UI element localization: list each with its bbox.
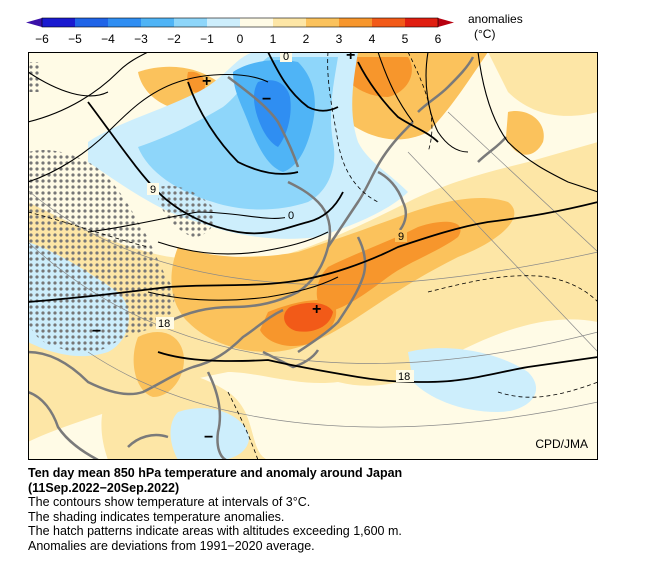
caption-line-hatch: The hatch patterns indicate areas with a… — [28, 524, 402, 538]
colorbar-label-unit: (°C) — [474, 27, 496, 41]
caption-title: Ten day mean 850 hPa temperature and ano… — [28, 466, 403, 480]
temperature-anomaly-map: 0 9 0 9 18 18 + — [28, 52, 598, 460]
colorbar-outline — [41, 17, 439, 28]
colorbar-segments — [26, 17, 454, 28]
contour-label-9-west: 9 — [147, 183, 159, 196]
colorbar-label-anomalies: anomalies — [468, 12, 523, 26]
caption-line-contours: The contours show temperature at interva… — [28, 495, 311, 509]
colorbar-tick-label: 4 — [369, 32, 376, 46]
anomaly-shade-minus1c-se — [408, 348, 537, 412]
anomaly-shade-4c — [284, 302, 333, 332]
low-marker: − — [92, 323, 101, 340]
graticule — [28, 111, 598, 428]
colorbar-tick-label: −1 — [200, 32, 214, 46]
colorbar-segment — [339, 18, 373, 27]
anomaly-colorbar: −6 −5 −4 −3 −2 −1 0 1 2 3 4 5 6 — [26, 17, 454, 46]
anomaly-markers: + + + − − − — [92, 52, 355, 446]
colorbar-segment — [405, 18, 439, 27]
colorbar-ticks: −6 −5 −4 −3 −2 −1 0 1 2 3 4 5 6 — [35, 32, 442, 46]
anomaly-shade-minus1c-sw — [170, 408, 249, 460]
colorbar-tick-label: 1 — [270, 32, 277, 46]
contour-label-18-east: 18 — [396, 370, 414, 383]
figure-caption: Ten day mean 850 hPa temperature and ano… — [28, 466, 628, 553]
altitude-hatch-mongolia — [158, 185, 216, 237]
contour-label-0-north: 0 — [280, 52, 292, 63]
contour-label: 9 — [398, 231, 404, 243]
colorbar-tick-label: 0 — [237, 32, 244, 46]
colorbar-tick-label: −3 — [134, 32, 148, 46]
map-border — [28, 52, 598, 460]
colorbar-tick-label: −2 — [167, 32, 181, 46]
altitude-hatch-tibet — [28, 150, 175, 353]
colorbar-min-arrow — [26, 18, 42, 27]
colorbar-segment — [273, 18, 307, 27]
caption-line-shading: The shading indicates temperature anomal… — [28, 509, 285, 524]
colorbar-unit-label: anomalies (°C) — [468, 12, 523, 42]
high-marker: + — [346, 52, 355, 64]
colorbar-tick-label: −4 — [101, 32, 115, 46]
caption-period: (11Sep.2022−20Sep.2022) — [28, 480, 180, 495]
high-marker: + — [312, 301, 321, 318]
caption-line-baseline: Anomalies are deviations from 1991−2020 … — [28, 538, 315, 553]
colorbar-max-arrow — [438, 18, 454, 27]
colorbar-segment — [306, 18, 340, 27]
colorbar-tick-label: 2 — [303, 32, 310, 46]
contour-label: 18 — [398, 371, 410, 383]
temperature-contours — [28, 52, 598, 301]
key-contours — [28, 52, 598, 383]
colorbar-segment — [207, 18, 241, 27]
contour-label: 18 — [158, 318, 170, 330]
colorbar-tick-label: 3 — [336, 32, 343, 46]
contour-label: 0 — [288, 210, 294, 222]
colorbar-segment — [174, 18, 208, 27]
colorbar-segment — [240, 18, 274, 27]
anomaly-shade-2c-sw — [133, 332, 184, 397]
colorbar-segment — [42, 18, 76, 27]
colorbar-tick-label: 6 — [435, 32, 442, 46]
altitude-hatch-nw — [28, 62, 40, 92]
contour-label: 0 — [283, 52, 289, 63]
colorbar-segment — [141, 18, 175, 27]
colorbar-segment — [75, 18, 109, 27]
contour-label-group: 0 9 0 9 18 18 — [147, 52, 414, 383]
high-marker: + — [202, 73, 211, 90]
low-marker: − — [262, 91, 271, 108]
colorbar-segment — [108, 18, 142, 27]
colorbar-tick-label: 5 — [402, 32, 409, 46]
credit-label: CPD/JMA — [535, 437, 588, 451]
colorbar-tick-label: −5 — [68, 32, 82, 46]
low-marker: − — [204, 429, 213, 446]
dashed-contours — [28, 52, 598, 460]
contour-label-18-west: 18 — [156, 317, 174, 330]
anomaly-shade-3c — [316, 221, 461, 312]
anomaly-shade-2c-e — [506, 111, 544, 155]
contour-label-9-east: 9 — [395, 230, 407, 243]
anomaly-shade-1c-east — [488, 52, 598, 116]
colorbar-tick-label: −6 — [35, 32, 49, 46]
colorbar-segment — [372, 18, 406, 27]
contour-label: 9 — [150, 184, 156, 196]
contour-label-0-center: 0 — [285, 209, 297, 222]
